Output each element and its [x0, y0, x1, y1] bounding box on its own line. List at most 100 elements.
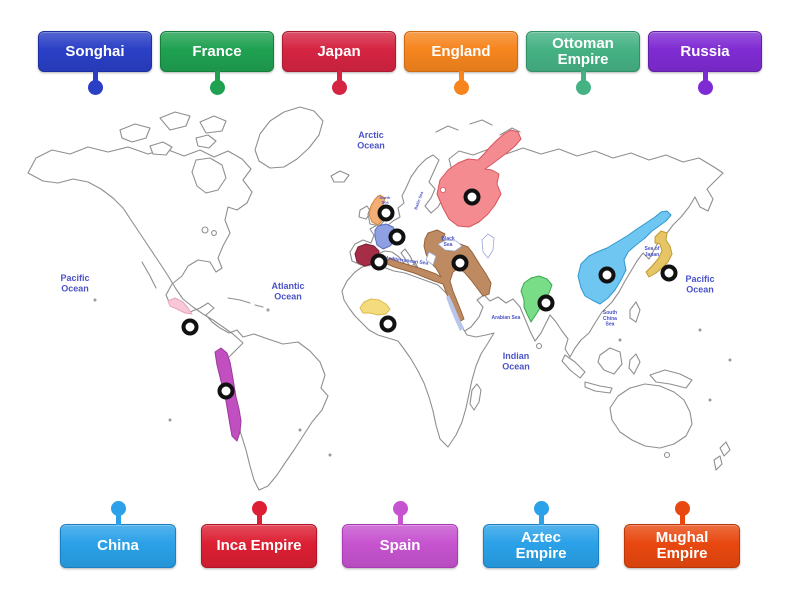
- philippines: [629, 301, 641, 323]
- sumatra: [561, 354, 586, 379]
- answer-marker-france[interactable]: [388, 228, 406, 246]
- answer-markers: [181, 188, 678, 400]
- inland-seas: [425, 233, 495, 331]
- ocean-label-baltic-sea: Baltic Sea: [413, 190, 425, 210]
- pin-dot: [575, 80, 591, 95]
- pacific-islet: [708, 398, 712, 402]
- great-lake: [211, 230, 217, 236]
- label-spain[interactable]: Spain: [342, 501, 458, 568]
- ocean-label-sea-of-japan: Sea of Japan: [644, 246, 659, 258]
- caspian-sea: [481, 233, 495, 259]
- pin-stem: [702, 71, 708, 82]
- answer-marker-mughal[interactable]: [537, 294, 555, 312]
- novaya-zemlya: [499, 127, 521, 136]
- sulawesi: [628, 353, 641, 375]
- ocean-label-south-china-sea: South China Sea: [603, 310, 617, 328]
- label-text: Songhai: [65, 42, 125, 60]
- pin-stem: [538, 514, 544, 525]
- arctic-island: [149, 141, 173, 156]
- answer-marker-songhai[interactable]: [379, 315, 397, 333]
- black-sea-water: [437, 239, 463, 252]
- pacific-islet: [618, 338, 622, 342]
- pacific-islet: [698, 328, 702, 332]
- ocean-label-pacific-ocean-west: Pacific Ocean: [60, 273, 89, 293]
- label-songhai[interactable]: Songhai: [38, 31, 152, 95]
- label-ottoman-empire[interactable]: Ottoman Empire: [526, 31, 640, 95]
- new-zealand-north: [719, 441, 731, 457]
- answer-marker-ottoman[interactable]: [451, 254, 469, 272]
- arctic-island: [159, 111, 191, 131]
- label-text: England: [431, 42, 491, 60]
- label-inca-empire[interactable]: Inca Empire: [201, 501, 317, 568]
- pin-stem: [679, 514, 685, 525]
- answer-marker-japan[interactable]: [660, 264, 678, 282]
- australia: [609, 383, 693, 449]
- pin-dot: [392, 501, 408, 516]
- arctic-island: [119, 123, 151, 143]
- region-japan: [645, 230, 673, 278]
- label-japan[interactable]: Japan: [282, 31, 396, 95]
- arctic-island: [195, 134, 217, 149]
- ocean-labels: Arctic Ocean Pacific Ocean Atlantic Ocean Indi…: [60, 130, 714, 371]
- label-text: Russia: [680, 42, 730, 60]
- label-mughal-empire[interactable]: Mughal Empire: [624, 501, 740, 568]
- ocean-label-arabian-sea: Arabian Sea: [492, 315, 521, 321]
- region-aztec: [167, 297, 193, 315]
- label-text: Inca Empire: [216, 537, 302, 554]
- top-label-row: Songhai France Japan England Ottoman Empire R…: [0, 31, 800, 95]
- coastline-americas: [27, 146, 329, 491]
- region-songhai: [359, 298, 391, 316]
- tasmania: [663, 451, 671, 459]
- pacific-islet: [728, 358, 732, 362]
- answer-marker-china[interactable]: [598, 266, 616, 284]
- label-china[interactable]: China: [60, 501, 176, 568]
- ocean-label-mediterranean-sea: Mediterranean Sea: [384, 255, 429, 266]
- label-france[interactable]: France: [160, 31, 274, 95]
- label-text: Japan: [317, 42, 361, 60]
- bottom-label-row: China Inca Empire Spain Aztec Empire Mughal …: [0, 501, 800, 568]
- pin-dot: [697, 80, 713, 95]
- answer-marker-aztec[interactable]: [181, 318, 199, 336]
- label-england[interactable]: England: [404, 31, 518, 95]
- answer-marker-russia[interactable]: [463, 188, 481, 206]
- pin-dot: [110, 501, 126, 516]
- map-coastlines: [27, 106, 732, 491]
- label-text: Ottoman Empire: [552, 34, 614, 68]
- ocean-label-atlantic-ocean: Atlantic Ocean: [271, 281, 304, 301]
- region-russia: [436, 129, 522, 228]
- pin-stem: [397, 514, 403, 525]
- pin-stem: [214, 71, 220, 82]
- pacific-islet: [168, 418, 172, 422]
- ocean-label-indian-ocean: Indian Ocean: [502, 351, 530, 371]
- region-mughal: [520, 275, 553, 323]
- madagascar: [469, 383, 482, 411]
- answer-marker-spain[interactable]: [370, 253, 388, 271]
- ocean-label-arctic-ocean: Arctic Ocean: [357, 130, 385, 150]
- answer-marker-inca[interactable]: [217, 382, 235, 400]
- ocean-label-pacific-ocean-east: Pacific Ocean: [685, 274, 714, 294]
- cuba: [227, 297, 251, 304]
- pin-stem: [336, 71, 342, 82]
- hispaniola: [254, 304, 264, 308]
- pin-dot: [453, 80, 469, 95]
- label-text: Aztec Empire: [515, 529, 567, 562]
- new-zealand-south: [713, 455, 723, 471]
- label-aztec-empire[interactable]: Aztec Empire: [483, 501, 599, 568]
- label-text: Mughal Empire: [655, 529, 709, 562]
- svalbard: [435, 125, 459, 133]
- sri-lanka: [535, 342, 543, 350]
- iceland: [330, 170, 350, 183]
- answer-marker-england[interactable]: [377, 204, 395, 222]
- pin-stem: [458, 71, 464, 82]
- pin-stem: [256, 514, 262, 525]
- label-text: Spain: [379, 537, 421, 554]
- label-russia[interactable]: Russia: [648, 31, 762, 95]
- pin-dot: [533, 501, 549, 516]
- ocean-label-black-sea: Black Sea: [441, 236, 455, 248]
- label-text: France: [192, 42, 242, 60]
- franz-josef: [469, 119, 493, 126]
- pin-dot: [331, 80, 347, 95]
- hudson-bay: [191, 157, 227, 194]
